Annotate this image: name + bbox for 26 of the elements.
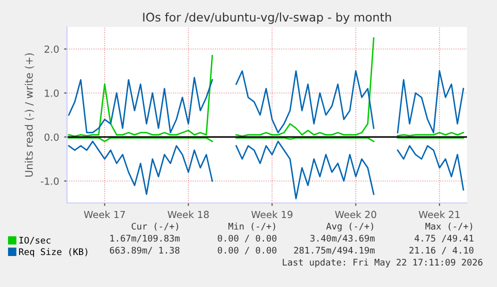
text: 0.00 / 0.00 (218, 234, 276, 242)
text: 1.67m/109.83m (110, 234, 180, 242)
x-tick-label: Week 17 (84, 210, 125, 218)
y-tick-label: 2.0 (44, 45, 59, 53)
legend-label: IO/sec (19, 236, 50, 244)
x-tick-label: Week 21 (418, 210, 460, 218)
text: Cur (-/+) (132, 222, 178, 231)
x-tick-label: Week 18 (168, 210, 209, 218)
text: 663.89m/ 1.38 (110, 246, 180, 254)
x-tick-label: Week 20 (335, 210, 376, 218)
legend-label: Req Size (KB) (19, 248, 88, 257)
text: 281.75m/494.19m (294, 246, 375, 254)
text: Min (-/+) (228, 222, 276, 231)
text: 4.75 /49.41 (414, 234, 474, 242)
text: 21.16 / 4.10 (409, 246, 474, 254)
text: Max (-/+) (425, 222, 472, 231)
y-tick-label: 1.0 (44, 89, 59, 97)
y-tick-label: 0.0 (44, 133, 59, 141)
y-tick-label: -1.0 (40, 177, 59, 185)
text: 0.00 / 0.00 (218, 246, 276, 254)
chart-title: IOs for /dev/ubuntu-vg/lv-swap - by month (143, 12, 391, 24)
text: Avg (-/+) (326, 222, 374, 232)
text: Last update: Fri May 22 17:11:09 2026 (282, 258, 482, 268)
text: 3.40m/43.69m (310, 234, 375, 242)
x-tick-label: Week 19 (251, 210, 292, 218)
y-axis-title: Units read (-) / write (+) (24, 53, 34, 177)
